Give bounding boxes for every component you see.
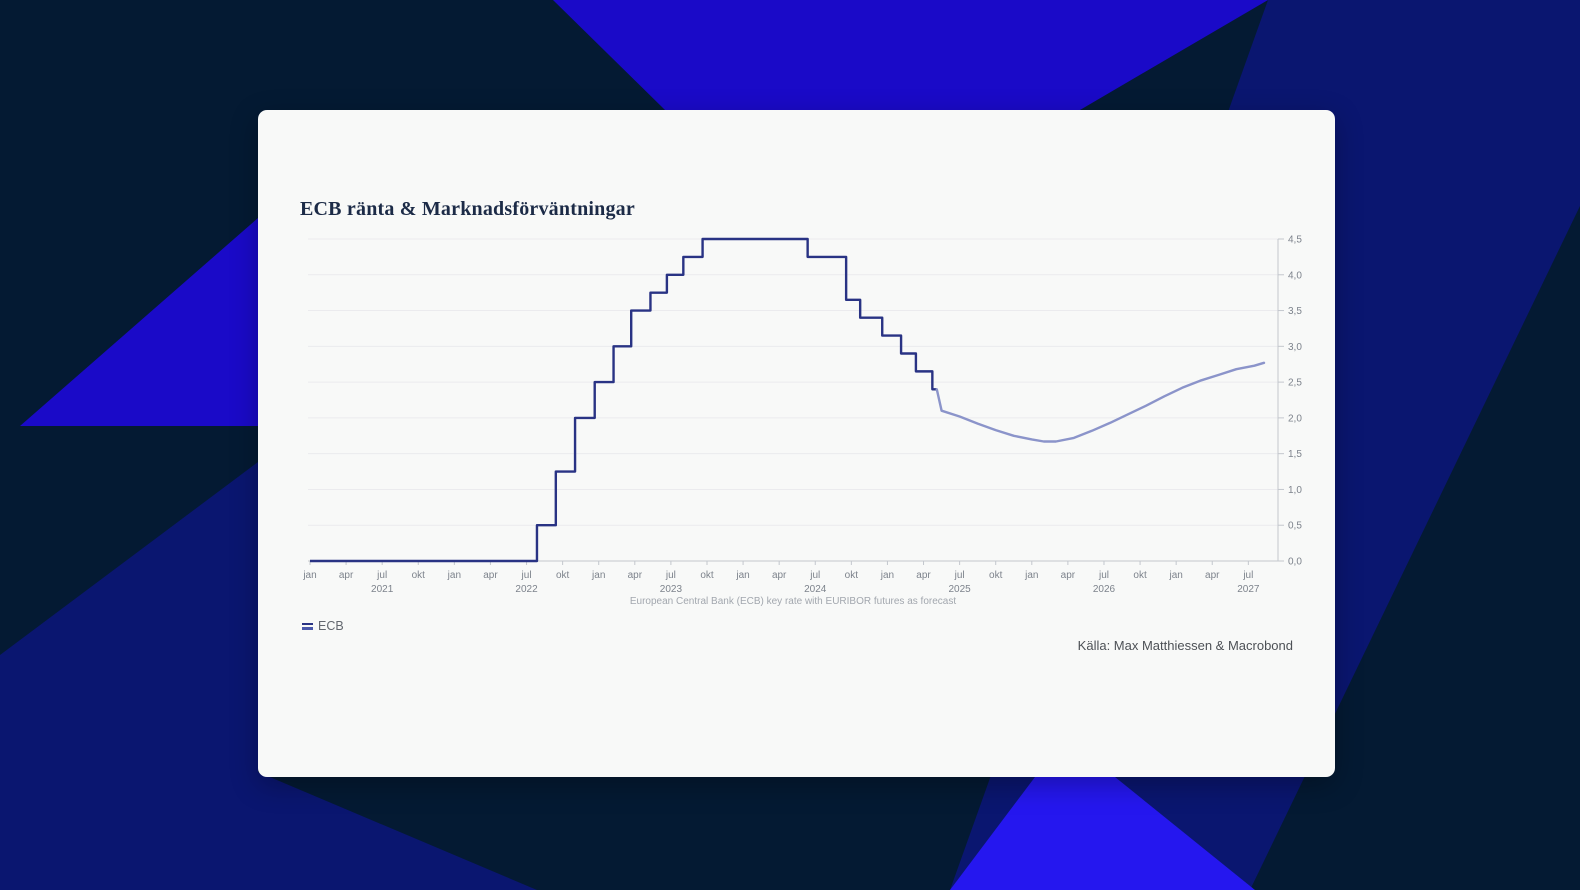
x-tick-label: apr xyxy=(772,570,787,581)
x-tick-label: jan xyxy=(1024,570,1038,581)
x-year-label: 2021 xyxy=(371,584,394,595)
x-year-label: 2026 xyxy=(1093,584,1116,595)
x-tick-label: jul xyxy=(521,570,532,581)
x-tick-label: jan xyxy=(447,570,461,581)
x-tick-label: okt xyxy=(989,570,1003,581)
x-tick-label: apr xyxy=(1205,570,1220,581)
x-tick-label: jul xyxy=(954,570,965,581)
x-year-label: 2024 xyxy=(804,584,827,595)
y-tick-label: 4,5 xyxy=(1288,235,1302,246)
legend-label: ECB xyxy=(318,619,344,633)
series-ecb-forecast xyxy=(935,361,1266,443)
x-tick-label: okt xyxy=(556,570,570,581)
y-tick-label: 2,5 xyxy=(1288,378,1302,389)
x-tick-label: apr xyxy=(916,570,931,581)
x-tick-label: jan xyxy=(1168,570,1182,581)
chart-plot: 0,0 0,5 1,0 1,5 2,0 2,5 3,0 3,5 4,0 4,5 jan apr jul 2… xyxy=(302,235,1302,596)
y-tick-label: 1,5 xyxy=(1288,449,1302,460)
y-tick-label: 1,0 xyxy=(1288,485,1302,496)
y-tick-label: 0,5 xyxy=(1288,521,1302,532)
x-tick-label: okt xyxy=(845,570,859,581)
x-tick-label: apr xyxy=(1061,570,1076,581)
chart-card: 0,0 0,5 1,0 1,5 2,0 2,5 3,0 3,5 4,0 4,5 jan apr jul 2… xyxy=(258,110,1335,777)
x-tick-label: jul xyxy=(665,570,676,581)
series-ecb-actual xyxy=(310,237,937,563)
x-tick-label: jul xyxy=(809,570,820,581)
x-tick-label: jul xyxy=(376,570,387,581)
chart-legend: ECB xyxy=(302,619,344,633)
x-tick-label: jul xyxy=(1098,570,1109,581)
y-tick-label: 4,0 xyxy=(1288,270,1302,281)
x-tick-label: apr xyxy=(339,570,354,581)
background-blue-top-band xyxy=(553,0,1268,110)
line-series-icon xyxy=(302,622,313,630)
x-year-label: 2025 xyxy=(948,584,971,595)
x-tick-label: apr xyxy=(628,570,643,581)
y-tick-label: 2,0 xyxy=(1288,413,1302,424)
x-year-label: 2022 xyxy=(515,584,538,595)
x-tick-label: jan xyxy=(735,570,749,581)
x-tick-label: jan xyxy=(880,570,894,581)
chart-title: ECB ränta & Marknadsförväntningar xyxy=(300,198,635,220)
y-tick-label: 0,0 xyxy=(1288,557,1302,568)
x-tick-label: okt xyxy=(1133,570,1147,581)
x-tick-label: okt xyxy=(412,570,426,581)
background-indigo-left-triangle xyxy=(0,462,537,890)
y-tick-label: 3,0 xyxy=(1288,342,1302,353)
x-year-label: 2027 xyxy=(1237,584,1260,595)
chart-subtitle: European Central Bank (ECB) key rate wit… xyxy=(629,596,957,607)
source-text: Källa: Max Matthiessen & Macrobond xyxy=(1077,638,1293,653)
x-tick-label: jan xyxy=(591,570,605,581)
background-blue-bottom-triangle xyxy=(950,777,1255,890)
x-tick-label: okt xyxy=(700,570,714,581)
x-tick-label: apr xyxy=(483,570,498,581)
background-blue-left-triangle xyxy=(20,218,258,426)
x-tick-label: jan xyxy=(302,570,316,581)
x-tick-label: jul xyxy=(1242,570,1253,581)
x-year-label: 2023 xyxy=(660,584,683,595)
y-tick-label: 3,5 xyxy=(1288,306,1302,317)
